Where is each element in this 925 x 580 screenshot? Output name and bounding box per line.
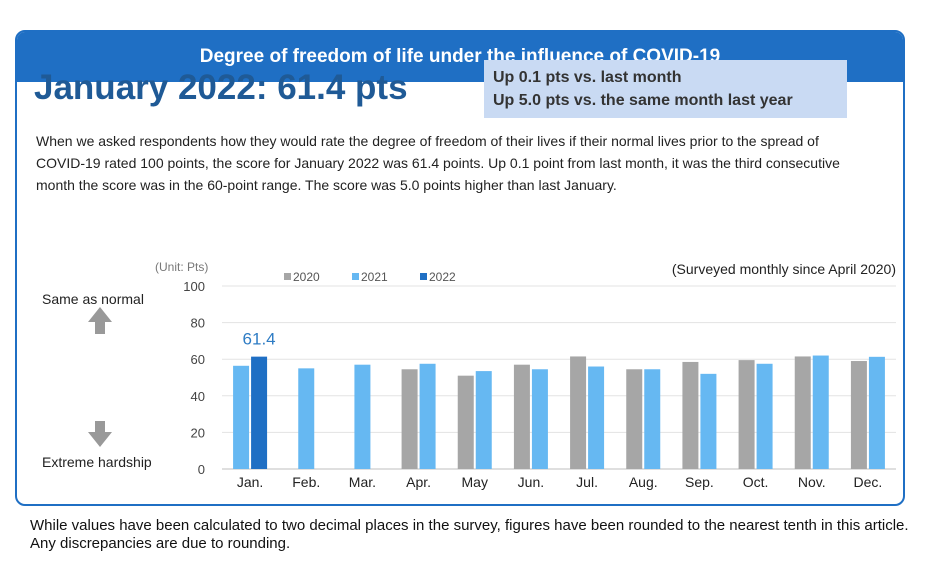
arrow-up-icon <box>88 307 112 334</box>
bar-2020-jul <box>570 356 587 469</box>
bar-2020-nov <box>794 356 811 469</box>
x-tick-label: Mar. <box>349 474 376 490</box>
bar-2021-apr <box>419 363 436 469</box>
bar-2020-oct <box>738 360 755 469</box>
x-tick-label: Feb. <box>292 474 320 490</box>
bar-2020-may <box>457 375 474 469</box>
x-tick-label: Oct. <box>743 474 769 490</box>
x-tick-label: Dec. <box>854 474 883 490</box>
survey-note: (Surveyed monthly since April 2020) <box>672 261 896 277</box>
y-tick-label: 60 <box>191 352 205 367</box>
y-tick-label: 80 <box>191 316 205 331</box>
bar-2020-dec <box>850 361 867 469</box>
legend-label-2021: 2021 <box>361 270 388 284</box>
unit-label: (Unit: Pts) <box>155 260 208 274</box>
footnote: While values have been calculated to two… <box>30 517 909 552</box>
arrow-down-icon <box>88 421 112 447</box>
headline: January 2022: 61.4 pts <box>34 68 408 107</box>
legend-swatch-2021 <box>352 273 359 280</box>
data-label: 61.4 <box>243 330 276 349</box>
scale-top-label: Same as normal <box>42 291 144 307</box>
bar-2021-feb <box>298 368 315 469</box>
bar-chart: (Unit: Pts) (Surveyed monthly since Apri… <box>42 260 896 490</box>
y-tick-label: 20 <box>191 425 205 440</box>
bar-2021-mar <box>354 364 371 469</box>
legend-label-2022: 2022 <box>429 270 456 284</box>
plot-area: 0 20 40 60 80 100 Jan. Feb. Mar. Apr. May Jun. Jul. A… <box>183 279 896 490</box>
bar-2021-jun <box>531 369 548 469</box>
x-tick-label: Sep. <box>685 474 714 490</box>
y-tick-label: 40 <box>191 389 205 404</box>
bar-2021-aug <box>644 369 661 469</box>
y-tick-label: 100 <box>183 279 205 294</box>
x-tick-label: May <box>462 474 488 490</box>
bar-2021-dec <box>868 356 885 469</box>
bar-2021-nov <box>812 355 829 469</box>
legend-label-2020: 2020 <box>293 270 320 284</box>
bar-2020-aug <box>626 369 643 469</box>
change-vs-last-year: Up 5.0 pts vs. the same month last year <box>493 92 793 109</box>
bar-2021-sep <box>700 373 717 469</box>
change-vs-last-month: Up 0.1 pts vs. last month <box>493 69 682 86</box>
bar-2021-oct <box>756 363 773 469</box>
x-tick-label: Jul. <box>576 474 598 490</box>
bar-2020-apr <box>401 369 418 469</box>
bar-2020-jun <box>513 364 530 469</box>
description: When we asked respondents how they would… <box>36 133 840 193</box>
bar-2021-jul <box>588 366 605 469</box>
x-tick-label: Aug. <box>629 474 658 490</box>
y-tick-label: 0 <box>198 462 205 477</box>
bar-2021-jan <box>233 365 250 469</box>
bar-2020-sep <box>682 361 699 469</box>
bar-2022-jan <box>251 356 268 469</box>
x-tick-label: Jun. <box>518 474 544 490</box>
bar-2021-may <box>475 371 492 469</box>
x-tick-label: Apr. <box>406 474 431 490</box>
legend-swatch-2022 <box>420 273 427 280</box>
x-tick-label: Nov. <box>798 474 826 490</box>
legend: 2020 2021 2022 <box>284 270 456 284</box>
change-summary-box: Up 0.1 pts vs. last month Up 5.0 pts vs.… <box>484 60 847 118</box>
x-tick-label: Jan. <box>237 474 263 490</box>
legend-swatch-2020 <box>284 273 291 280</box>
scale-bottom-label: Extreme hardship <box>42 454 152 470</box>
